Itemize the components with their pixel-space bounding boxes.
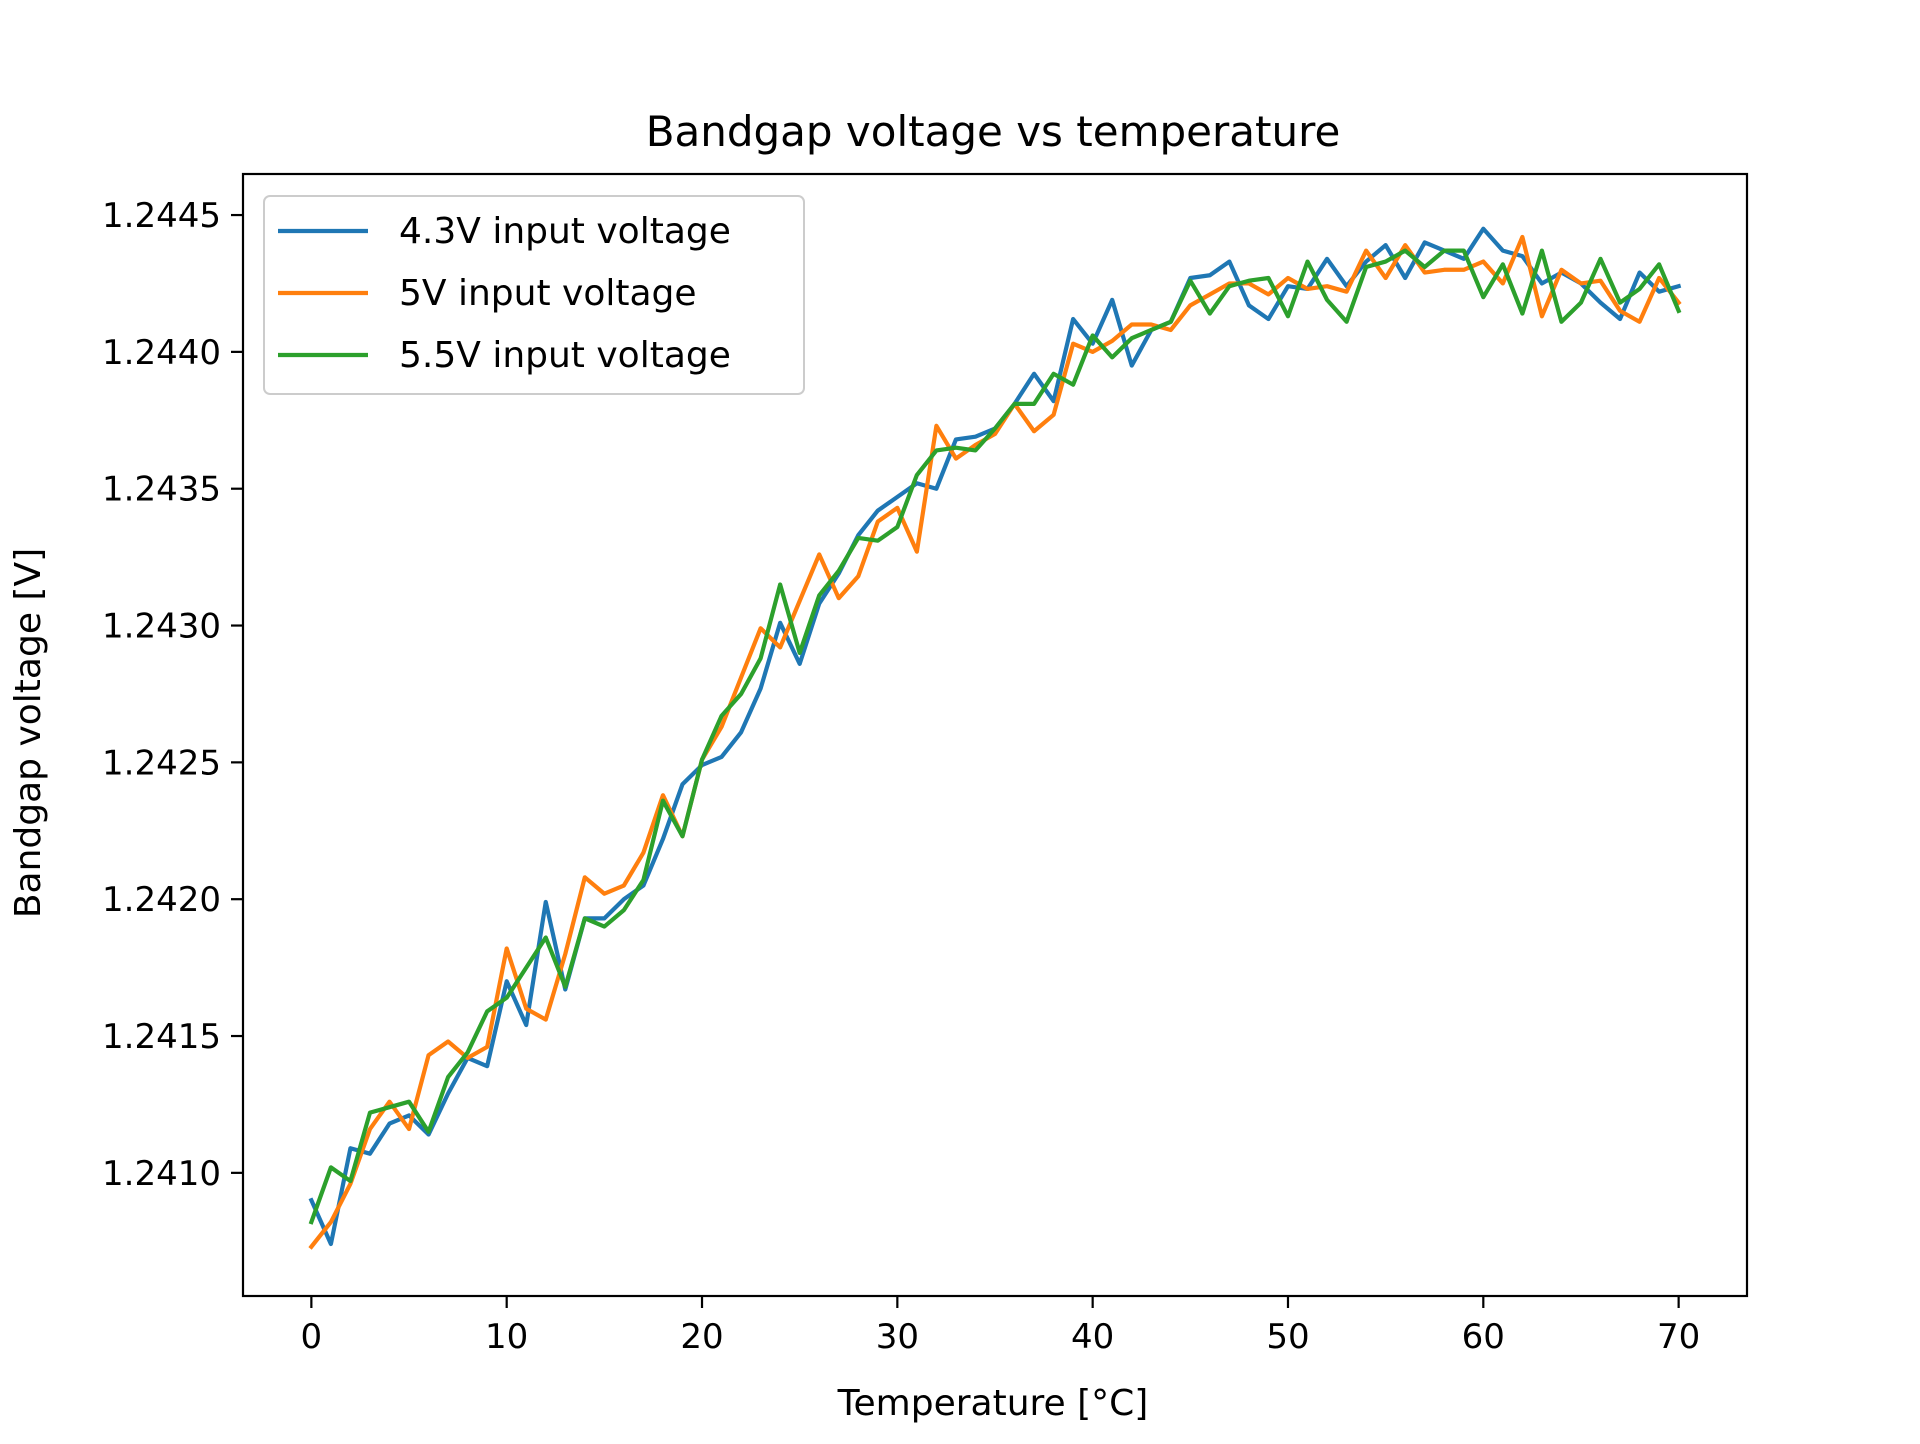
legend-label-1: 4.3V input voltage (399, 211, 731, 252)
legend-box (263, 195, 805, 395)
x-tick-label: 40 (1071, 1317, 1114, 1357)
legend-label-2: 5V input voltage (399, 273, 697, 314)
x-tick-label: 50 (1266, 1317, 1309, 1357)
y-tick-label: 1.2430 (102, 607, 221, 647)
y-tick-label: 1.2445 (102, 196, 221, 236)
x-axis-label: Temperature [°C] (837, 1383, 1149, 1424)
legend-label-3: 5.5V input voltage (399, 335, 731, 376)
y-tick-label: 1.2420 (102, 880, 221, 920)
y-axis-label: Bandgap voltage [V] (8, 548, 49, 918)
series-line-2 (308, 234, 1682, 1250)
x-tick-label: 0 (301, 1317, 323, 1357)
x-tick-label: 30 (876, 1317, 919, 1357)
series-line-3 (308, 248, 1682, 1225)
y-tick-label: 1.2410 (102, 1154, 221, 1194)
x-tick-label: 60 (1462, 1317, 1505, 1357)
y-tick-label: 1.2415 (102, 1017, 221, 1057)
x-tick-label: 70 (1657, 1317, 1700, 1357)
x-tick-label: 10 (485, 1317, 528, 1357)
legend: 4.3V input voltage 5V input voltage 5.5V i… (263, 195, 805, 395)
axes: 0 10 20 30 40 50 60 70 1.2410 1.2415 1.2420 1.2425 1… (102, 172, 1749, 1357)
plot-area (308, 226, 1682, 1250)
y-tick-label: 1.2435 (102, 470, 221, 510)
axes-frame (241, 172, 1749, 1298)
y-tick-label: 1.2425 (102, 743, 221, 783)
x-tick-label: 20 (680, 1317, 723, 1357)
chart-title: Bandgap voltage vs temperature (646, 107, 1341, 156)
y-tick-label: 1.2440 (102, 333, 221, 373)
